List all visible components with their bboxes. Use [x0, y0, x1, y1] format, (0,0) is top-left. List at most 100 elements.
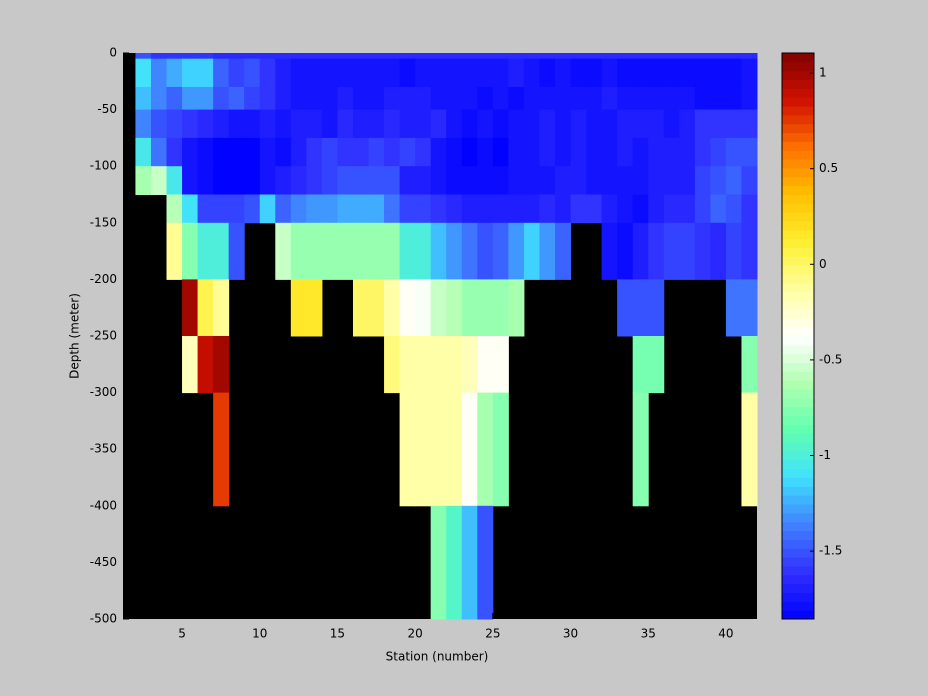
cell: [384, 58, 401, 88]
cell: [741, 109, 758, 139]
y-axis-label: Depth (meter): [68, 293, 82, 379]
cell: [694, 109, 711, 139]
cell: [182, 137, 199, 167]
cell: [166, 166, 183, 195]
colorbar-swatch: [782, 362, 814, 372]
y-tick-label: -150: [90, 215, 117, 229]
cell: [275, 109, 292, 139]
cell: [446, 86, 463, 111]
cell: [259, 86, 276, 111]
y-tick-label: -450: [90, 555, 117, 569]
cell: [663, 137, 680, 167]
cell: [415, 392, 432, 507]
cell: [135, 109, 152, 139]
cell: [710, 222, 727, 280]
cell: [352, 222, 370, 280]
cell: [617, 137, 634, 167]
cell: [446, 109, 463, 139]
cell: [741, 58, 758, 88]
cell: [150, 86, 168, 111]
cell: [368, 279, 385, 337]
cell: [508, 279, 525, 337]
cell: [632, 194, 649, 224]
cell: [228, 86, 245, 111]
colorbar-swatch: [782, 229, 814, 240]
cell: [150, 58, 168, 88]
cell: [477, 279, 494, 337]
cell: [508, 109, 525, 139]
cell: [508, 86, 525, 111]
cell: [508, 53, 525, 60]
cell: [694, 194, 711, 224]
cell: [321, 86, 338, 111]
cell: [275, 86, 292, 111]
cell: [461, 53, 478, 60]
cell: [213, 53, 230, 60]
cell: [461, 336, 478, 394]
colorbar-swatch: [782, 318, 814, 328]
cell: [508, 58, 525, 88]
cell: [197, 137, 214, 167]
colorbar-swatch: [782, 521, 814, 532]
cell: [228, 137, 245, 167]
cell: [648, 137, 665, 167]
cell: [415, 279, 432, 337]
cell: [244, 53, 261, 60]
cell: [290, 86, 307, 111]
cell: [741, 222, 758, 280]
cell: [290, 279, 307, 337]
cell: [679, 86, 696, 111]
cell: [368, 86, 385, 111]
cell: [725, 166, 742, 195]
cell: [741, 53, 758, 60]
colorbar-swatch: [782, 114, 814, 125]
cell: [679, 194, 696, 224]
cell: [306, 109, 323, 139]
cell: [430, 222, 447, 280]
cell: [275, 58, 292, 88]
cell: [352, 194, 370, 224]
cell: [197, 86, 214, 111]
cell: [508, 137, 525, 167]
cell: [306, 137, 323, 167]
cell: [415, 222, 432, 280]
cell: [663, 166, 680, 195]
cell: [601, 166, 618, 195]
cell: [368, 53, 385, 60]
cell: [725, 222, 742, 280]
cell: [539, 58, 556, 88]
colorbar-tick-label: 0: [819, 257, 827, 271]
cell: [430, 137, 447, 167]
colorbar-swatch: [782, 477, 814, 487]
cell: [166, 194, 183, 224]
cell: [570, 58, 587, 88]
cell: [477, 194, 494, 224]
cell: [228, 53, 245, 60]
cell: [632, 392, 649, 507]
cell: [415, 137, 432, 167]
cell: [213, 336, 230, 394]
cell: [725, 279, 742, 337]
cell: [415, 58, 432, 88]
cell: [648, 279, 665, 337]
cell: [321, 53, 338, 60]
colorbar-swatch: [782, 274, 814, 284]
cell: [430, 86, 447, 111]
cell: [523, 194, 540, 224]
cell: [368, 222, 385, 280]
cell: [399, 109, 416, 139]
cell: [430, 166, 447, 195]
cell: [306, 86, 323, 111]
cell: [492, 53, 509, 60]
cell: [213, 392, 230, 507]
colorbar-tick-label: -1: [819, 448, 831, 462]
cell: [586, 58, 603, 88]
cell: [430, 279, 447, 337]
cell: [321, 166, 338, 195]
cell: [182, 58, 199, 88]
cell: [399, 86, 416, 111]
cell: [648, 336, 665, 394]
cell: [321, 194, 338, 224]
colorbar-swatch: [782, 291, 814, 302]
x-tick-label: 20: [407, 627, 422, 641]
